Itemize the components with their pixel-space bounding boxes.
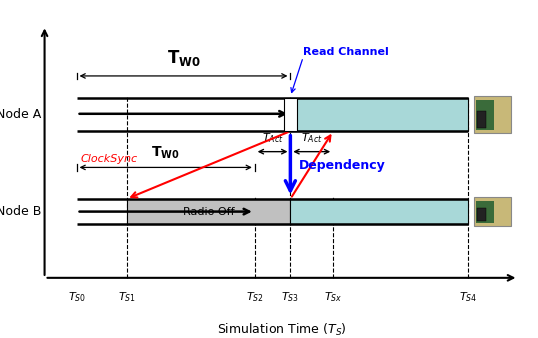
Bar [477, 112, 486, 128]
FancyBboxPatch shape [474, 197, 511, 226]
Text: Node A: Node A [0, 108, 41, 121]
Bar [476, 100, 494, 129]
Text: $T_{Act}$: $T_{Act}$ [261, 131, 284, 145]
Text: $T_{S2}$: $T_{S2}$ [246, 290, 264, 304]
Text: $T_{S3}$: $T_{S3}$ [281, 290, 299, 304]
FancyBboxPatch shape [474, 96, 511, 133]
Text: Node B: Node B [0, 205, 41, 218]
Bar [291, 98, 469, 131]
Text: $T_{Act}$: $T_{Act}$ [301, 131, 323, 145]
Text: Simulation Time ($T_S$): Simulation Time ($T_S$) [217, 322, 346, 338]
Text: $\mathbf{T_{W0}}$: $\mathbf{T_{W0}}$ [151, 145, 180, 161]
Bar [476, 200, 494, 223]
Text: Radio Off: Radio Off [182, 207, 234, 217]
Bar [291, 199, 469, 224]
Bar [126, 199, 291, 224]
Text: $T_{S1}$: $T_{S1}$ [117, 290, 136, 304]
Text: Read Channel: Read Channel [303, 47, 389, 57]
Bar [284, 98, 297, 131]
Text: Dependency: Dependency [299, 159, 386, 172]
Bar [477, 209, 486, 221]
Text: ClockSync: ClockSync [80, 154, 137, 164]
Text: $\mathbf{T_{W0}}$: $\mathbf{T_{W0}}$ [167, 48, 201, 68]
Text: $T_{S0}$: $T_{S0}$ [68, 290, 86, 304]
Text: $T_{S4}$: $T_{S4}$ [459, 290, 478, 304]
Text: $T_{Sx}$: $T_{Sx}$ [324, 290, 342, 304]
